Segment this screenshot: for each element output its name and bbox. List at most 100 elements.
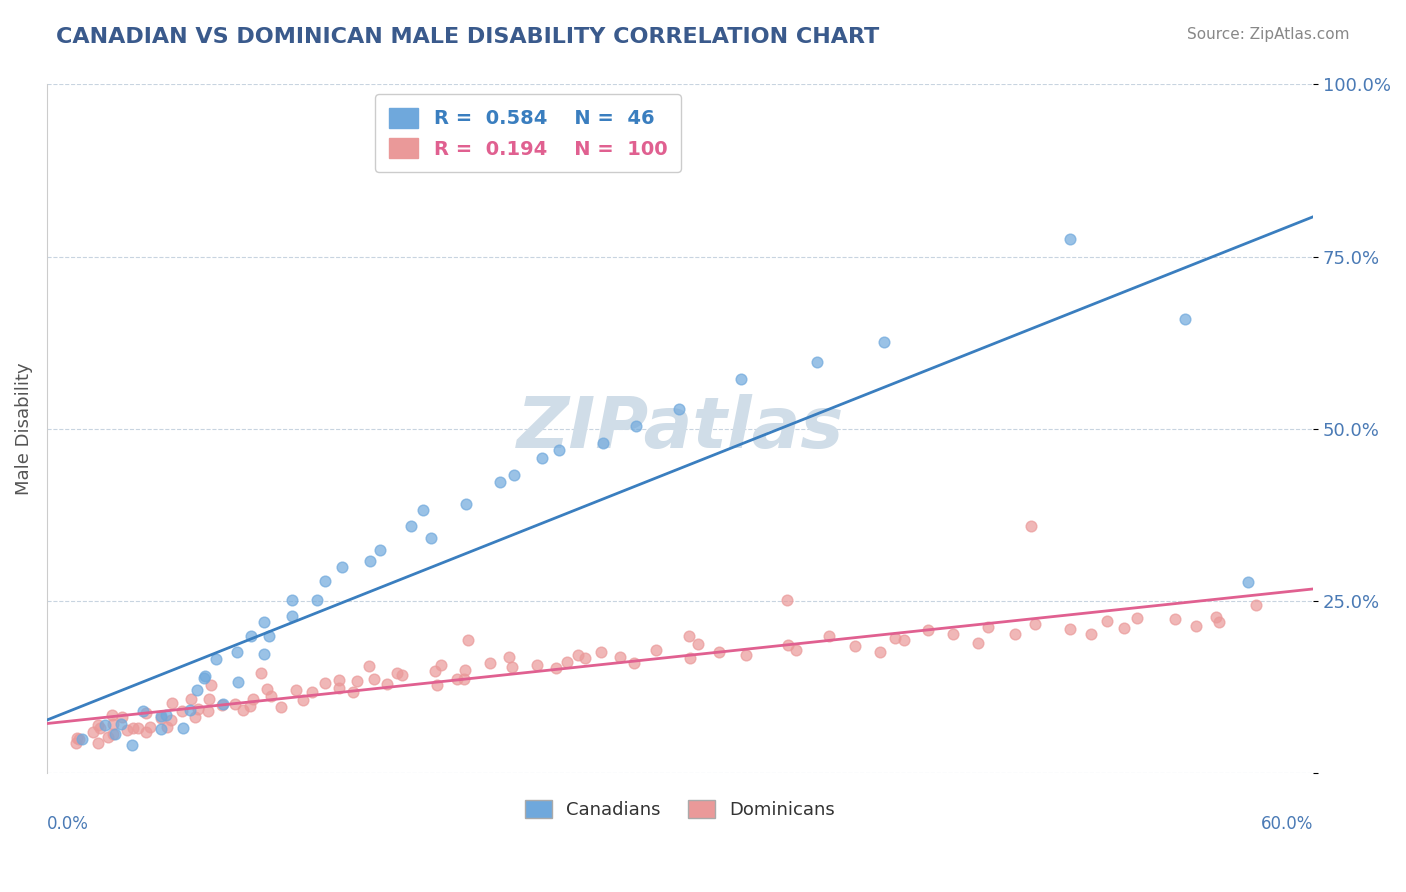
Point <box>1059 622 1081 636</box>
Point <box>330 559 353 574</box>
Point <box>86 718 108 732</box>
Point <box>66 731 89 745</box>
Point <box>678 629 700 643</box>
Point <box>1112 621 1135 635</box>
Point <box>89 722 111 736</box>
Point <box>546 661 568 675</box>
Point <box>184 710 207 724</box>
Point <box>314 574 336 588</box>
Point <box>873 334 896 349</box>
Point <box>346 673 368 688</box>
Point <box>1164 612 1187 626</box>
Point <box>328 681 350 696</box>
Point <box>359 554 381 568</box>
Point <box>197 704 219 718</box>
Point <box>198 691 221 706</box>
Point <box>101 707 124 722</box>
Point <box>679 651 702 665</box>
Point <box>942 626 965 640</box>
Point <box>186 683 208 698</box>
Point <box>548 443 571 458</box>
Point <box>135 706 157 720</box>
Point <box>502 468 524 483</box>
Point <box>1004 627 1026 641</box>
Point <box>730 372 752 386</box>
Point <box>1019 518 1042 533</box>
Point <box>567 648 589 662</box>
Text: ZIPatlas: ZIPatlas <box>516 394 844 463</box>
Point <box>117 723 139 738</box>
Point <box>624 419 647 434</box>
Point <box>284 682 307 697</box>
Point <box>884 631 907 645</box>
Point <box>489 475 512 489</box>
Point <box>156 720 179 734</box>
Point <box>179 703 201 717</box>
Point <box>87 735 110 749</box>
Point <box>150 722 173 736</box>
Point <box>412 503 434 517</box>
Point <box>453 673 475 687</box>
Point <box>526 658 548 673</box>
Point <box>307 592 329 607</box>
Point <box>194 669 217 683</box>
Point <box>67 732 90 747</box>
Point <box>110 716 132 731</box>
Point <box>1184 619 1206 633</box>
Point <box>869 644 891 658</box>
Point <box>101 727 124 741</box>
Point <box>501 660 523 674</box>
Point <box>103 716 125 731</box>
Point <box>917 624 939 638</box>
Point <box>785 643 807 657</box>
Text: 60.0%: 60.0% <box>1261 814 1313 832</box>
Point <box>734 648 756 662</box>
Point <box>252 647 274 661</box>
Point <box>342 684 364 698</box>
Point <box>205 652 228 666</box>
Point <box>70 732 93 747</box>
Point <box>170 704 193 718</box>
Point <box>391 668 413 682</box>
Point <box>135 724 157 739</box>
Point <box>193 671 215 685</box>
Point <box>778 638 800 652</box>
Point <box>65 736 87 750</box>
Point <box>592 436 614 450</box>
Point <box>131 704 153 718</box>
Point <box>589 645 612 659</box>
Point <box>530 451 553 466</box>
Point <box>368 542 391 557</box>
Point <box>212 697 235 711</box>
Point <box>359 659 381 673</box>
Point <box>150 711 173 725</box>
Point <box>180 692 202 706</box>
Point <box>977 620 1000 634</box>
Point <box>399 519 422 533</box>
Point <box>232 703 254 717</box>
Text: CANADIAN VS DOMINICAN MALE DISABILITY CORRELATION CHART: CANADIAN VS DOMINICAN MALE DISABILITY CO… <box>56 27 880 46</box>
Point <box>252 615 274 629</box>
Point <box>160 696 183 710</box>
Point <box>149 709 172 723</box>
Point <box>172 721 194 735</box>
Point <box>301 685 323 699</box>
Point <box>375 677 398 691</box>
Point <box>257 629 280 643</box>
Text: 0.0%: 0.0% <box>46 814 89 832</box>
Point <box>328 673 350 687</box>
Point <box>818 629 841 643</box>
Point <box>1024 616 1046 631</box>
Point <box>211 698 233 712</box>
Point <box>122 721 145 735</box>
Point <box>454 663 477 677</box>
Point <box>454 497 477 511</box>
Point <box>457 632 479 647</box>
Point <box>385 665 408 680</box>
Point <box>94 718 117 732</box>
Point <box>104 726 127 740</box>
Point <box>806 355 828 369</box>
Point <box>1208 615 1230 630</box>
Point <box>139 720 162 734</box>
Point <box>446 673 468 687</box>
